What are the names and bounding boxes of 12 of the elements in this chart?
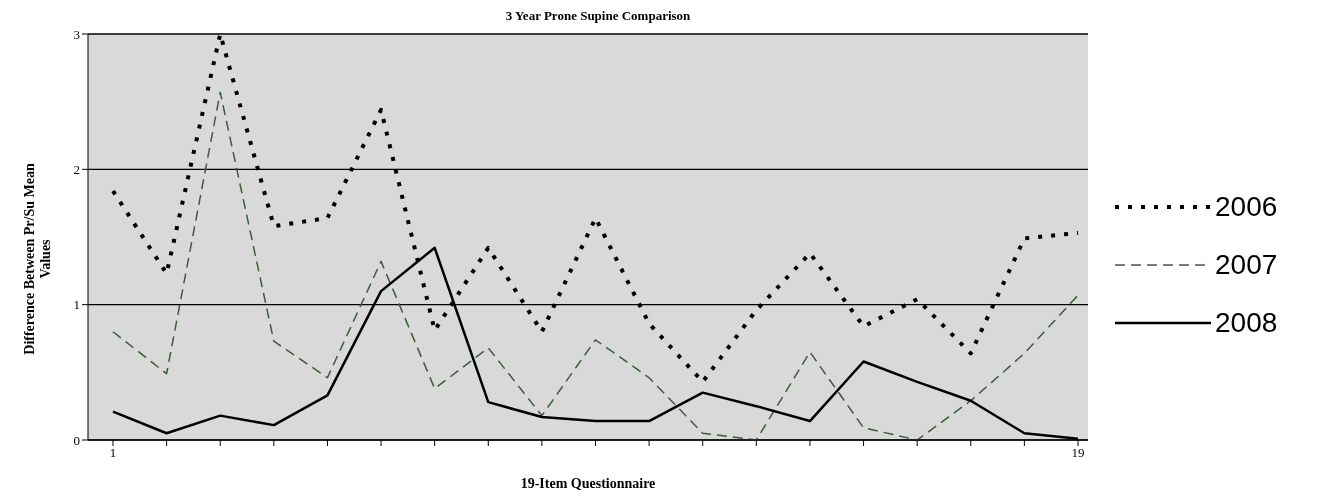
y-tick-label: 1 [73,297,80,313]
y-tick-label: 0 [73,432,80,448]
y-axis-title: Difference Between Pr/Su Mean Values [22,162,54,357]
line-series [112,91,1079,440]
y-tick-label: 3 [73,26,80,42]
x-tick-label: 19 [1071,445,1085,461]
legend-label: 2007 [1215,249,1278,281]
x-axis-title: 19-Item Questionnaire [520,476,656,491]
chart-title: 3 Year Prone Supine Comparison [504,8,692,24]
y-tick-label: 2 [73,161,80,177]
legend-label: 2008 [1215,307,1278,339]
legend-label: 2006 [1215,191,1278,223]
